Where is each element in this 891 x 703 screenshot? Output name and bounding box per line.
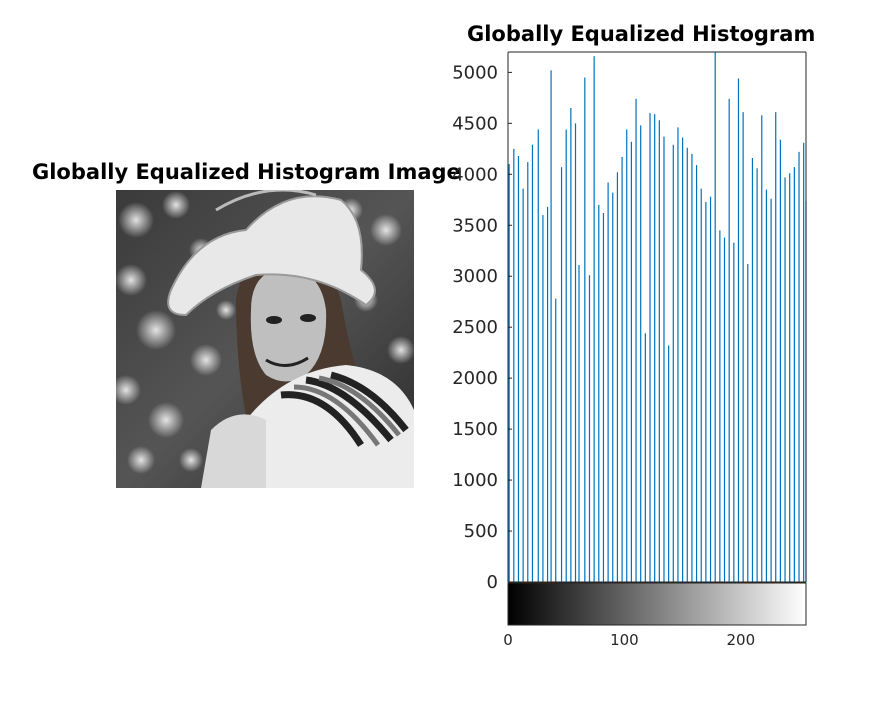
x-tick-label: 100 (610, 631, 639, 649)
y-tick-label: 2000 (452, 368, 498, 389)
x-tick-label: 200 (726, 631, 755, 649)
y-tick-label: 4500 (452, 113, 498, 134)
y-tick-label: 0 (487, 572, 498, 593)
y-tick-label: 2500 (452, 317, 498, 338)
y-tick-label: 5000 (452, 62, 498, 83)
y-tick-label: 3500 (452, 215, 498, 236)
x-tick-label: 0 (503, 631, 513, 649)
image-title: Globally Equalized Histogram Image (32, 160, 461, 184)
y-tick-label: 3000 (452, 266, 498, 287)
chart-title: Globally Equalized Histogram (467, 22, 816, 46)
y-tick-label: 500 (464, 521, 498, 542)
y-tick-label: 1500 (452, 419, 498, 440)
grayscale-colorbar (507, 582, 807, 626)
y-axis-ticks: 0 500 1000 1500 2000 2500 3000 3500 4000 4500 5000 (452, 62, 512, 593)
y-tick-label: 4000 (452, 164, 498, 185)
y-tick-label: 1000 (452, 470, 498, 491)
equalized-portrait-image (116, 190, 414, 488)
x-axis-ticks: 0 100 200 (503, 631, 755, 649)
plot-area (508, 52, 806, 582)
